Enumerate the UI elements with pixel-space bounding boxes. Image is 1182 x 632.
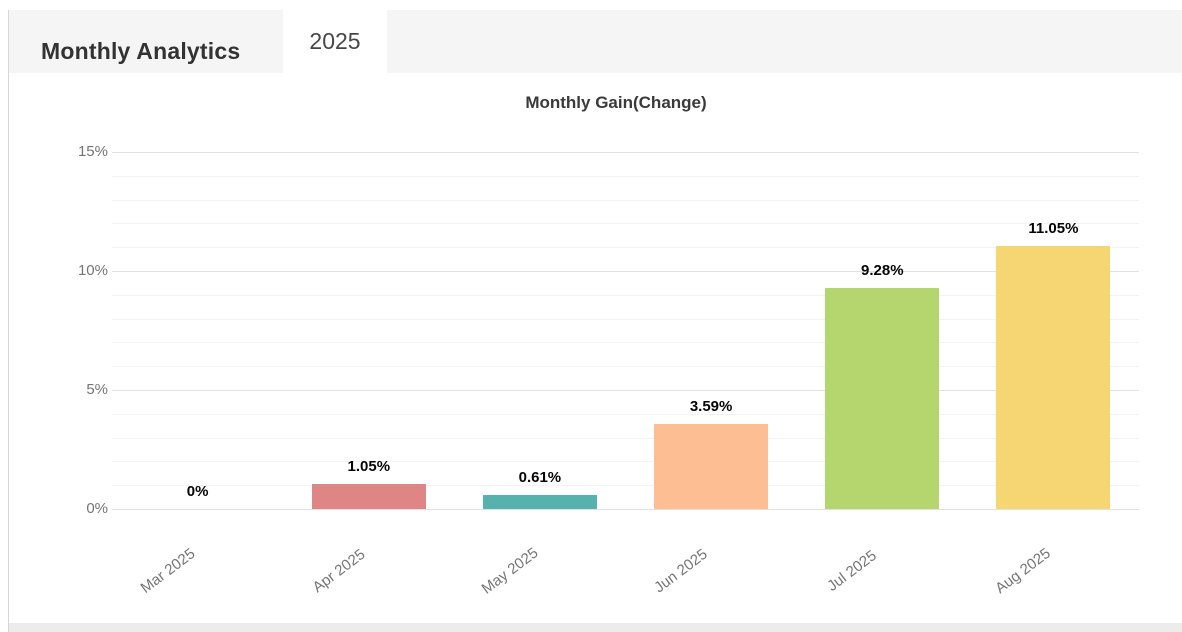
- bottom-divider: [9, 623, 1182, 632]
- y-axis-label: 15%: [77, 143, 108, 160]
- minor-gridline: [112, 485, 1139, 487]
- minor-gridline: [112, 461, 1139, 463]
- major-gridline: [112, 390, 1139, 391]
- major-gridline: [112, 152, 1139, 153]
- minor-gridline: [112, 437, 1139, 439]
- minor-gridline: [112, 342, 1139, 344]
- bar-apr-2025[interactable]: [311, 484, 426, 509]
- x-axis-label: Jun 2025: [651, 545, 711, 597]
- minor-gridline: [112, 413, 1139, 415]
- minor-gridline: [112, 223, 1139, 225]
- y-axis-label: 10%: [77, 262, 108, 279]
- major-gridline: [112, 271, 1139, 272]
- minor-gridline: [112, 318, 1139, 320]
- minor-gridline: [112, 175, 1139, 177]
- bar-value-label: 3.59%: [689, 397, 733, 415]
- bar-value-label: 0.61%: [518, 468, 562, 486]
- y-axis-label: 5%: [86, 381, 108, 398]
- bar-jun-2025[interactable]: [654, 423, 769, 509]
- header-bar: Monthly Analytics: [9, 10, 1182, 73]
- page-title: Monthly Analytics: [41, 38, 241, 64]
- major-gridline: [112, 509, 1139, 510]
- bar-may-2025[interactable]: [482, 494, 597, 509]
- bar-value-label: 9.28%: [861, 262, 904, 280]
- chart-title: Monthly Gain(Change): [525, 93, 707, 112]
- minor-gridline: [112, 294, 1139, 296]
- x-axis-label: Aug 2025: [992, 544, 1055, 598]
- bar-jul-2025[interactable]: [825, 288, 940, 509]
- bar-value-label: 1.05%: [347, 458, 391, 475]
- panel-left-border: [8, 10, 9, 632]
- bar-value-label: 11.05%: [1028, 220, 1079, 237]
- x-axis-label: Jul 2025: [824, 547, 881, 595]
- bar-value-label: 0%: [186, 483, 209, 500]
- minor-gridline: [112, 366, 1139, 368]
- y-axis-label: 0%: [86, 500, 108, 517]
- x-axis-label: Apr 2025: [309, 545, 369, 597]
- x-axis-label: Mar 2025: [137, 545, 199, 597]
- x-axis-label: May 2025: [478, 544, 542, 598]
- minor-gridline: [112, 247, 1139, 249]
- minor-gridline: [112, 199, 1139, 201]
- tab-2025[interactable]: 2025: [283, 10, 387, 80]
- bar-aug-2025[interactable]: [996, 246, 1111, 509]
